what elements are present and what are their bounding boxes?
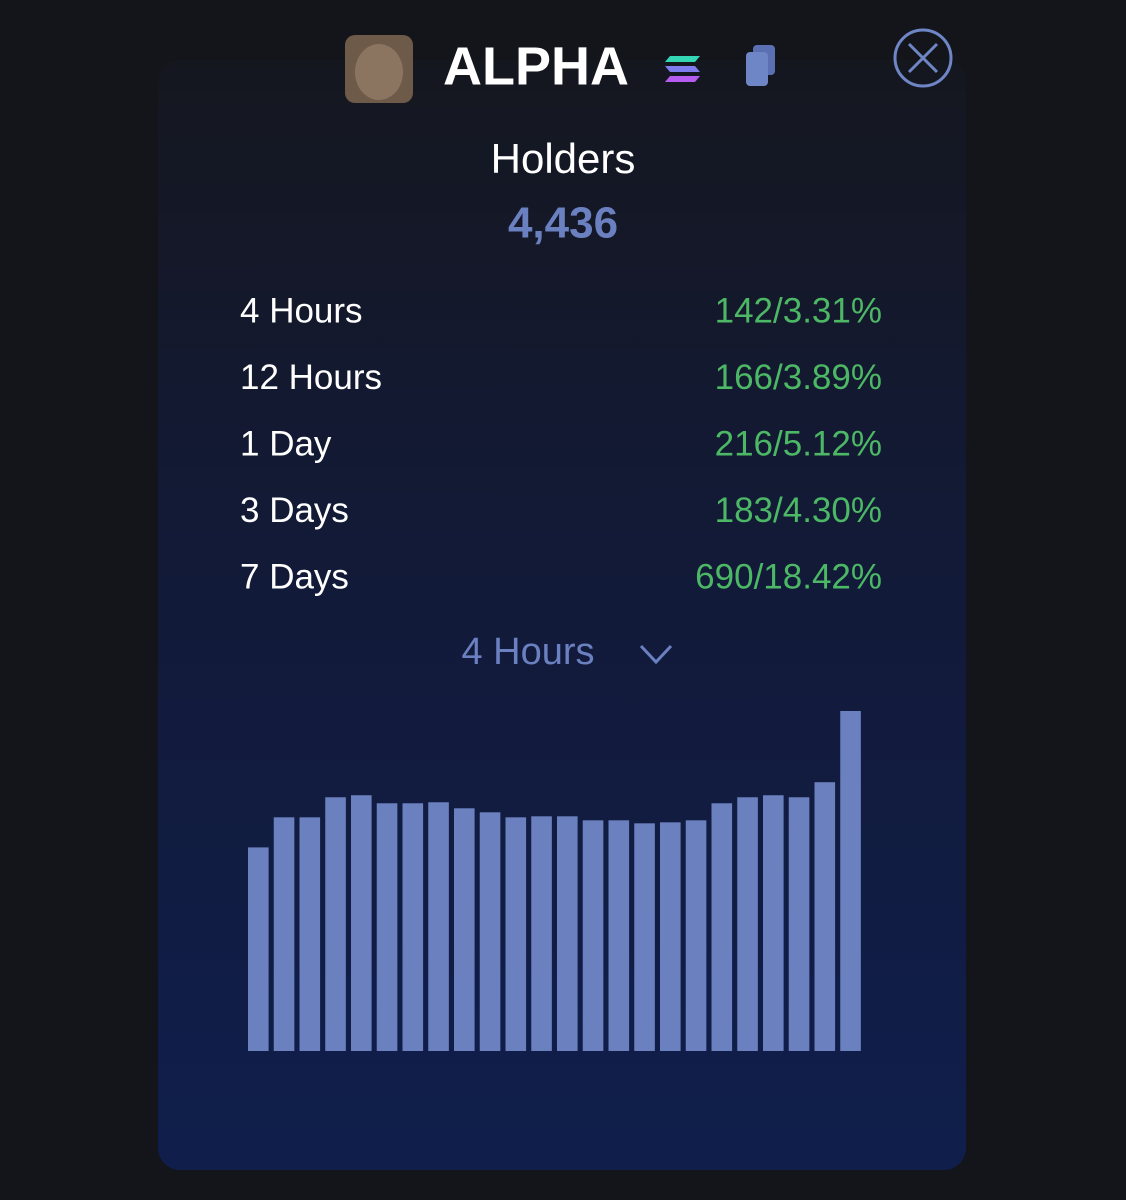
bar: [660, 822, 681, 1051]
dropdown-label: 4 Hours: [461, 631, 594, 673]
bar: [582, 820, 604, 1051]
period-change: 142/3.31%: [715, 291, 882, 330]
bar: [248, 847, 269, 1051]
avatar-figure: [355, 44, 403, 100]
bar: [325, 797, 346, 1051]
bar: [428, 802, 449, 1051]
bar: [351, 795, 372, 1051]
bar: [479, 812, 501, 1051]
bar: [608, 820, 630, 1051]
period-change: 690/18.42%: [695, 557, 882, 596]
bar: [454, 808, 475, 1051]
bar: [505, 817, 527, 1051]
copy-button[interactable]: [746, 45, 775, 86]
bar: [557, 816, 578, 1051]
bar: [814, 782, 836, 1051]
bar: [788, 797, 810, 1051]
holders-count: 4,436: [508, 199, 618, 248]
period-dropdown[interactable]: 4 Hours: [461, 631, 673, 673]
close-button[interactable]: [893, 28, 953, 88]
bar: [634, 823, 655, 1051]
token-name: ALPHA: [443, 36, 629, 96]
bar: [376, 803, 398, 1051]
period-change: 183/4.30%: [715, 491, 882, 530]
bar: [737, 797, 758, 1051]
period-label: 1 Day: [240, 424, 332, 463]
period-label: 3 Days: [240, 491, 349, 530]
bar: [273, 817, 295, 1051]
period-label: 12 Hours: [240, 358, 382, 397]
period-label: 7 Days: [240, 557, 349, 596]
chain-icon: [665, 56, 700, 82]
bar: [711, 803, 733, 1051]
bar: [402, 803, 424, 1051]
period-change: 166/3.89%: [715, 358, 882, 397]
period-label: 4 Hours: [240, 291, 363, 330]
bar: [685, 820, 707, 1051]
bar: [531, 816, 552, 1051]
holders-label: Holders: [491, 135, 636, 182]
bar: [840, 711, 861, 1051]
bar: [763, 795, 784, 1051]
period-change: 216/5.12%: [715, 424, 882, 463]
bar-chart: [248, 711, 861, 1051]
bar: [299, 817, 321, 1051]
stats-list: 4 Hours 142/3.31% 12 Hours 166/3.89% 1 Day 21…: [240, 291, 882, 596]
dropdown-chevron: [639, 644, 673, 665]
